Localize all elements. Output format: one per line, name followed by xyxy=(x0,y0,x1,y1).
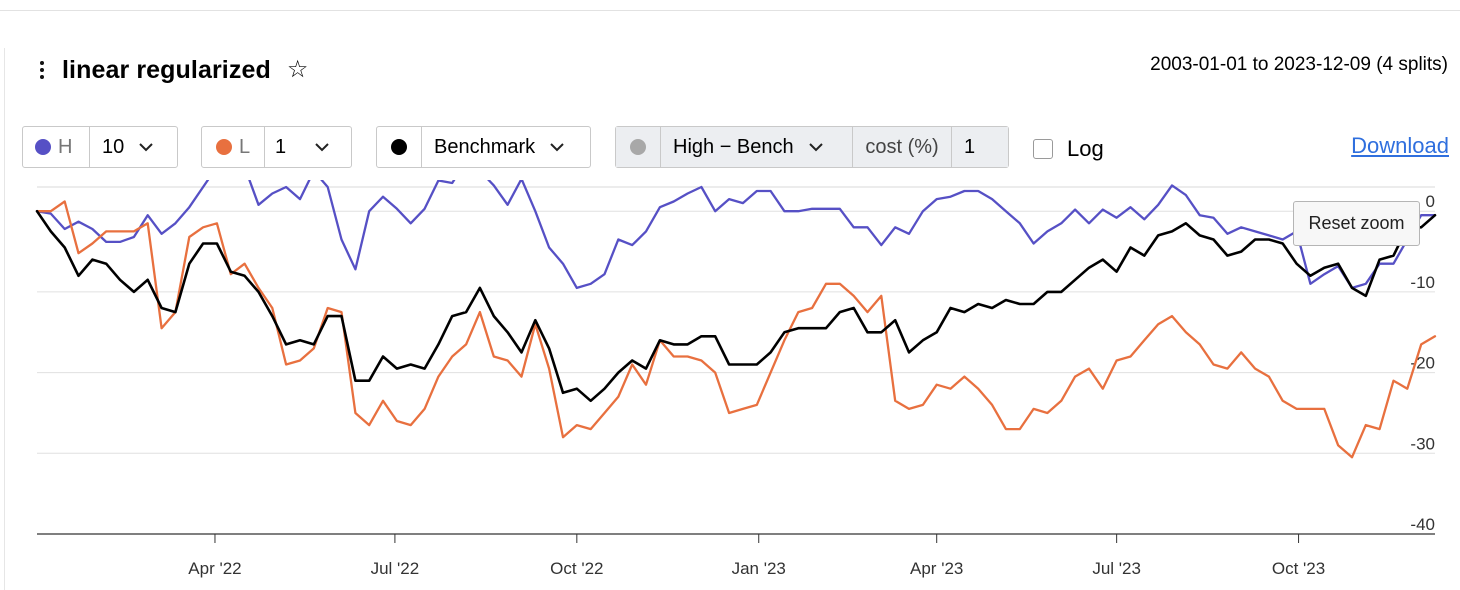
difference-selector[interactable]: High − Bench cost (%) 1 xyxy=(615,126,1009,168)
chevron-down-icon xyxy=(315,143,329,152)
log-toggle[interactable]: Log xyxy=(1033,136,1104,162)
x-tick-label: Apr '23 xyxy=(910,559,963,578)
high-value: 10 xyxy=(102,135,125,158)
panel-left-border xyxy=(4,48,5,590)
x-tick-label: Oct '22 xyxy=(550,559,603,578)
difference-label: High − Bench xyxy=(673,135,794,158)
high-letter: H xyxy=(58,135,73,158)
card-header: linear regularized ☆ xyxy=(30,52,308,88)
y-tick-label: 0 xyxy=(1426,192,1435,211)
cost-input[interactable]: 1 xyxy=(951,127,1008,167)
chevron-down-icon xyxy=(139,143,153,152)
series-line-benchmark xyxy=(35,209,1437,403)
series-line-l xyxy=(35,200,1437,459)
log-checkbox[interactable] xyxy=(1033,139,1053,159)
cost-value: 1 xyxy=(964,135,976,158)
difference-color-dot-icon xyxy=(630,139,646,155)
series-line-h xyxy=(35,180,1437,290)
y-tick-label: -30 xyxy=(1410,434,1435,453)
x-tick-label: Oct '23 xyxy=(1272,559,1325,578)
top-divider xyxy=(0,10,1460,11)
benchmark-selector[interactable]: Benchmark xyxy=(376,126,591,168)
low-selector[interactable]: L 1 xyxy=(201,126,352,168)
benchmark-color-dot-icon xyxy=(391,139,407,155)
y-tick-label: -10 xyxy=(1410,273,1435,292)
low-letter: L xyxy=(239,135,251,158)
low-value: 1 xyxy=(275,135,287,158)
reset-zoom-button[interactable]: Reset zoom xyxy=(1293,201,1420,246)
date-range-text: 2003-01-01 to 2023-12-09 (4 splits) xyxy=(1150,54,1448,75)
high-color-dot-icon xyxy=(35,139,51,155)
benchmark-label: Benchmark xyxy=(434,135,536,158)
more-options-icon[interactable] xyxy=(30,61,54,79)
cost-label: cost (%) xyxy=(865,135,939,158)
y-tick-label: -40 xyxy=(1410,515,1435,534)
star-icon[interactable]: ☆ xyxy=(286,56,309,83)
page-title: linear regularized xyxy=(62,55,271,84)
low-color-dot-icon xyxy=(216,139,232,155)
x-tick-label: Jul '22 xyxy=(371,559,420,578)
log-label: Log xyxy=(1067,136,1104,161)
x-tick-label: Apr '22 xyxy=(188,559,241,578)
x-tick-label: Jul '23 xyxy=(1092,559,1141,578)
x-tick-label: Jan '23 xyxy=(732,559,786,578)
high-selector[interactable]: H 10 xyxy=(22,126,178,168)
download-link[interactable]: Download xyxy=(1351,133,1449,158)
chevron-down-icon xyxy=(808,143,823,152)
chevron-down-icon xyxy=(550,143,564,152)
